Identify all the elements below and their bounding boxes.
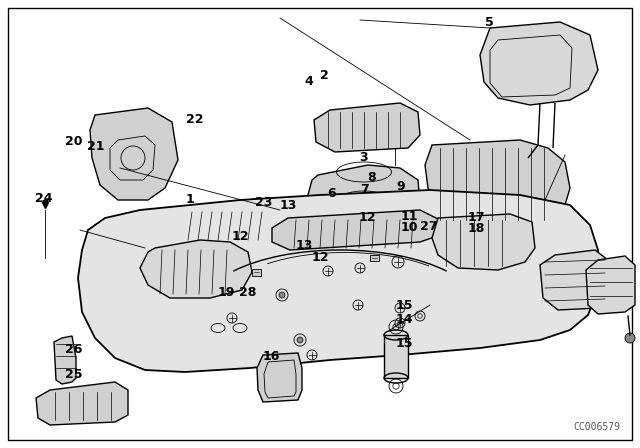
Polygon shape [586, 256, 635, 314]
Polygon shape [369, 255, 378, 261]
Text: 1: 1 [186, 193, 195, 206]
Text: 2: 2 [320, 69, 329, 82]
Text: 25: 25 [65, 368, 83, 381]
Text: 20: 20 [65, 135, 83, 148]
Text: 4: 4 [305, 75, 314, 88]
Polygon shape [140, 240, 252, 298]
Polygon shape [540, 250, 610, 310]
Text: 12: 12 [312, 250, 329, 264]
Text: 24: 24 [35, 192, 52, 206]
Text: 10: 10 [401, 221, 418, 234]
Polygon shape [78, 190, 598, 372]
Polygon shape [384, 335, 408, 378]
Polygon shape [172, 198, 280, 244]
Text: 11: 11 [401, 210, 418, 224]
Text: 16: 16 [262, 350, 280, 363]
Text: 19: 19 [218, 285, 235, 299]
Circle shape [297, 337, 303, 343]
Polygon shape [54, 336, 76, 384]
Text: 7: 7 [360, 182, 369, 196]
Polygon shape [257, 353, 302, 402]
Polygon shape [314, 103, 420, 152]
Polygon shape [90, 108, 178, 200]
Circle shape [279, 292, 285, 298]
Text: 13: 13 [280, 198, 297, 212]
Text: 12: 12 [232, 230, 249, 243]
Text: 26: 26 [65, 343, 83, 356]
Text: 13: 13 [296, 239, 313, 252]
Text: 23: 23 [255, 196, 272, 209]
Polygon shape [432, 214, 535, 270]
Text: 21: 21 [87, 139, 104, 153]
Text: 27: 27 [420, 220, 437, 233]
Text: 18: 18 [467, 222, 484, 235]
Polygon shape [36, 382, 128, 425]
Polygon shape [272, 210, 440, 250]
Text: 9: 9 [397, 180, 405, 193]
Text: 3: 3 [360, 151, 368, 164]
Polygon shape [308, 165, 420, 228]
Polygon shape [425, 140, 570, 224]
Text: 8: 8 [367, 171, 376, 184]
Text: 28: 28 [239, 285, 257, 299]
Circle shape [625, 333, 635, 343]
Text: CC006579: CC006579 [573, 422, 620, 432]
Text: 15: 15 [396, 299, 413, 312]
Text: 17: 17 [467, 211, 484, 224]
Polygon shape [480, 22, 598, 105]
Text: 14: 14 [396, 313, 413, 327]
Polygon shape [252, 268, 260, 276]
Text: 12: 12 [358, 211, 376, 224]
Text: 22: 22 [186, 112, 203, 126]
Text: 5: 5 [485, 16, 494, 29]
Text: 6: 6 [327, 187, 335, 200]
Text: 15: 15 [396, 336, 413, 350]
